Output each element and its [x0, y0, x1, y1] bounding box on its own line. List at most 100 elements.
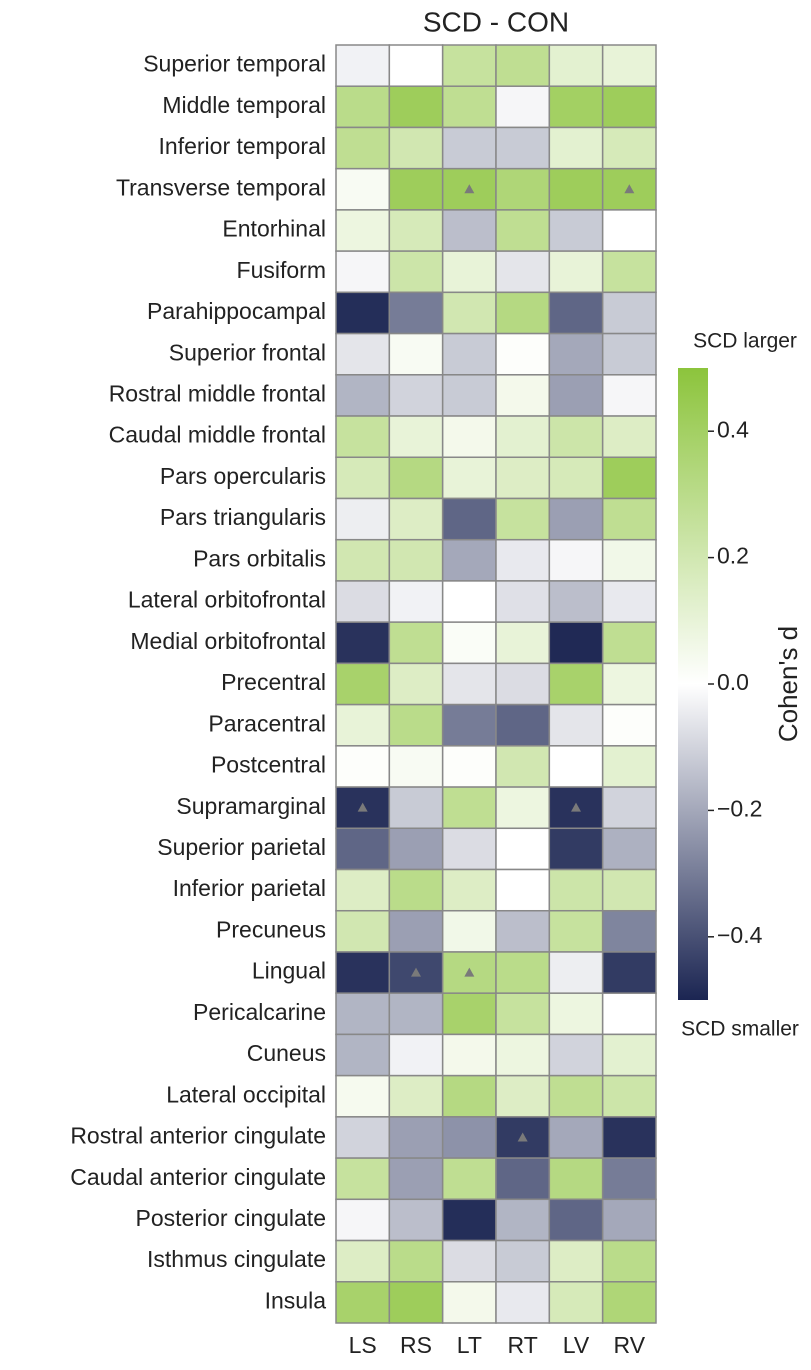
cell — [495, 1281, 551, 1324]
row-label: Insula — [265, 1287, 327, 1313]
cell — [388, 868, 444, 912]
row-label: Inferior parietal — [173, 875, 326, 901]
cell — [388, 1033, 444, 1077]
cell — [495, 456, 551, 500]
cell — [388, 1116, 444, 1159]
cell — [495, 167, 551, 211]
cell — [441, 538, 497, 582]
cell — [388, 745, 444, 788]
cell — [601, 209, 657, 252]
cell — [388, 1281, 444, 1324]
cell — [388, 621, 444, 665]
cell — [601, 662, 657, 706]
cell — [601, 497, 657, 541]
cell — [335, 44, 391, 87]
cell — [548, 44, 604, 87]
cell — [441, 1198, 497, 1242]
cell — [388, 332, 444, 376]
row-label: Lateral occipital — [166, 1081, 326, 1107]
colorbar-bottom-label: SCD smaller — [681, 1018, 799, 1041]
cell — [441, 909, 497, 953]
cell — [601, 85, 657, 129]
colorbar-tick-label: 0.2 — [717, 543, 749, 569]
cell — [495, 1198, 551, 1242]
cell — [495, 580, 551, 623]
row-label: Pars orbitalis — [193, 545, 326, 571]
cell — [388, 497, 444, 541]
cell — [335, 992, 391, 1036]
cell — [441, 497, 497, 541]
cell — [441, 291, 497, 335]
cell — [548, 703, 604, 747]
row-label: Transverse temporal — [116, 174, 326, 200]
cell — [441, 703, 497, 747]
marker — [571, 802, 581, 812]
cell — [548, 1116, 604, 1159]
cell — [601, 1074, 657, 1118]
cell — [548, 662, 604, 706]
row-label: Cuneus — [247, 1040, 326, 1066]
cell — [495, 126, 551, 170]
cell — [548, 745, 604, 788]
row-label: Precentral — [221, 669, 326, 695]
cell — [601, 250, 657, 294]
cell — [441, 415, 497, 459]
row-label: Pericalcarine — [193, 999, 326, 1025]
cell — [335, 703, 391, 747]
cell — [601, 745, 657, 788]
marker — [411, 967, 421, 977]
cell — [335, 1281, 391, 1324]
cell — [388, 909, 444, 953]
row-label: Superior frontal — [169, 339, 326, 365]
marker — [357, 802, 368, 812]
cell — [495, 497, 551, 541]
cell — [495, 1033, 551, 1077]
cell — [441, 332, 497, 376]
cell — [335, 456, 391, 500]
cell — [441, 868, 497, 912]
column-label: LT — [457, 1332, 482, 1358]
cell — [335, 868, 391, 912]
cell — [335, 291, 391, 335]
row-label: Inferior temporal — [159, 133, 326, 159]
cell — [388, 415, 444, 459]
cell — [601, 868, 657, 912]
cell — [441, 580, 497, 623]
cell — [495, 1074, 551, 1118]
cell — [441, 1033, 497, 1077]
row-label: Superior parietal — [157, 834, 326, 860]
cell — [495, 621, 551, 665]
marker — [464, 184, 475, 194]
cell — [548, 85, 604, 129]
column-label: LS — [349, 1332, 377, 1358]
row-label: Superior temporal — [143, 51, 326, 77]
cell — [441, 621, 497, 665]
cell — [388, 662, 444, 706]
colorbar-tick-label: −0.4 — [717, 922, 763, 948]
cell — [548, 497, 604, 541]
cell — [441, 44, 497, 87]
row-label: Middle temporal — [162, 92, 326, 118]
cell — [548, 868, 604, 912]
cell — [601, 1033, 657, 1077]
cell — [548, 621, 604, 665]
cell — [388, 1157, 444, 1201]
cell — [335, 1239, 391, 1283]
cell — [335, 951, 391, 994]
row-label: Isthmus cingulate — [147, 1246, 326, 1272]
cell — [495, 250, 551, 294]
cell — [441, 1116, 497, 1159]
cell — [601, 291, 657, 335]
row-label: Fusiform — [237, 257, 326, 283]
cell — [601, 1157, 657, 1201]
colorbar-tick-label: −0.2 — [717, 795, 762, 821]
cell — [548, 456, 604, 500]
cell — [495, 209, 551, 252]
cell — [495, 909, 551, 953]
colorbar-tick-label: 0.0 — [717, 669, 749, 695]
cell — [601, 951, 657, 994]
row-label: Parahippocampal — [147, 298, 326, 324]
cell — [441, 1157, 497, 1201]
cell — [335, 1033, 391, 1077]
cell — [548, 580, 604, 623]
